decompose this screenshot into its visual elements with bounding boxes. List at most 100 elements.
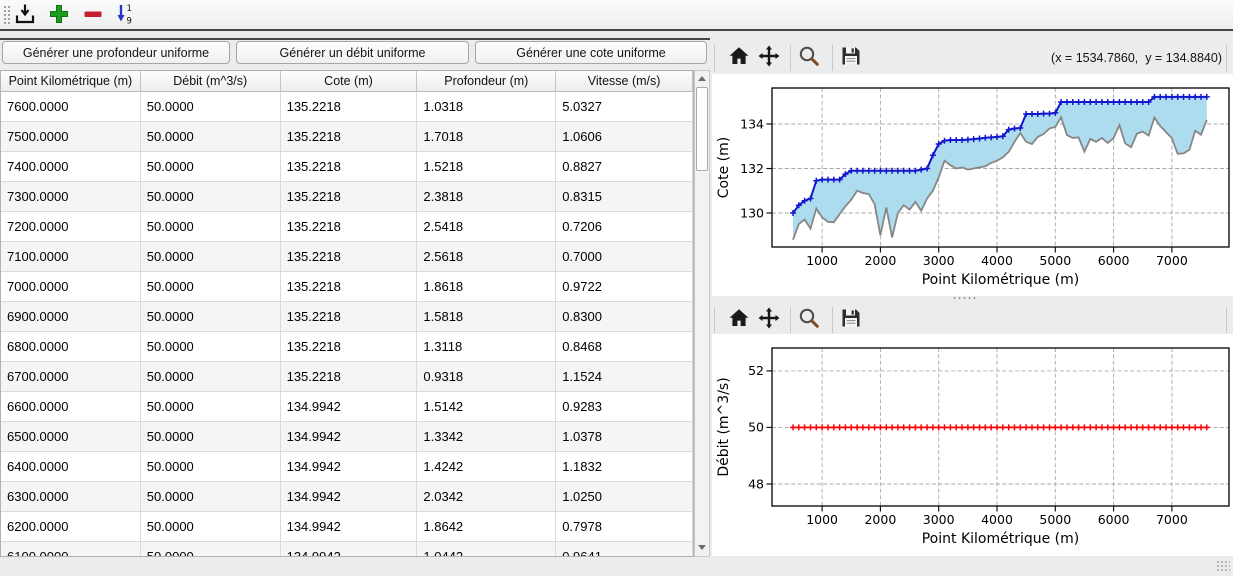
- table-cell[interactable]: 1.3118: [417, 332, 557, 362]
- table-cell[interactable]: 1.5142: [417, 392, 557, 422]
- table-cell[interactable]: 50.0000: [140, 332, 281, 362]
- scrollbar-down-button[interactable]: [696, 541, 708, 555]
- table-cell[interactable]: 7500.0000: [1, 122, 141, 152]
- table-cell[interactable]: 50.0000: [140, 482, 281, 512]
- table-cell[interactable]: 1.1524: [556, 362, 693, 392]
- table-cell[interactable]: 7100.0000: [1, 242, 141, 272]
- table-cell[interactable]: 6800.0000: [1, 332, 141, 362]
- table-vertical-scrollbar[interactable]: [694, 70, 710, 557]
- plot2-zoom-button[interactable]: [796, 306, 822, 332]
- table-cell[interactable]: 134.9942: [280, 512, 418, 542]
- export-table-button[interactable]: [12, 2, 38, 28]
- generate-depth-button[interactable]: Générer une profondeur uniforme: [2, 41, 230, 64]
- table-cell[interactable]: 50.0000: [140, 212, 281, 242]
- window-resize-grip[interactable]: [1216, 560, 1230, 572]
- column-header[interactable]: Point Kilométrique (m): [1, 71, 141, 91]
- table-cell[interactable]: 50.0000: [141, 542, 281, 556]
- table-cell[interactable]: 50.0000: [140, 272, 281, 302]
- table-cell[interactable]: 50.0000: [140, 152, 281, 182]
- table-cell[interactable]: 134.9942: [280, 482, 418, 512]
- table-cell[interactable]: 50.0000: [140, 512, 281, 542]
- table-cell[interactable]: 50.0000: [140, 122, 281, 152]
- cote-plot-canvas[interactable]: 1000 2000 3000 4000 5000 6000 7000 130 132 134 Poi…: [712, 74, 1233, 296]
- generate-discharge-button[interactable]: Générer un débit uniforme: [236, 41, 469, 64]
- column-header[interactable]: Débit (m^3/s): [141, 71, 281, 91]
- add-row-button[interactable]: [46, 2, 72, 28]
- table-cell[interactable]: 6300.0000: [1, 482, 141, 512]
- generate-elevation-button[interactable]: Générer une cote uniforme: [475, 41, 707, 64]
- table-cell[interactable]: 0.8300: [556, 302, 693, 332]
- table-cell[interactable]: 5.0327: [556, 92, 693, 122]
- table-cell[interactable]: 1.4242: [417, 452, 557, 482]
- table-cell[interactable]: 0.9318: [417, 362, 557, 392]
- table-cell[interactable]: 6700.0000: [1, 362, 141, 392]
- table-cell[interactable]: 6600.0000: [1, 392, 141, 422]
- table-cell[interactable]: 0.9283: [556, 392, 693, 422]
- plot1-home-button[interactable]: [726, 44, 752, 70]
- table-cell[interactable]: 2.0342: [417, 482, 557, 512]
- table-cell[interactable]: 0.7206: [556, 212, 693, 242]
- plot2-pan-button[interactable]: [756, 306, 782, 332]
- debit-plot-canvas[interactable]: 1000 2000 3000 4000 5000 6000 7000 48 50 52 Point …: [712, 334, 1233, 556]
- table-cell[interactable]: 0.7000: [556, 242, 693, 272]
- table-cell[interactable]: 1.3342: [417, 422, 557, 452]
- table-cell[interactable]: 7000.0000: [1, 272, 141, 302]
- table-cell[interactable]: 1.5218: [417, 152, 557, 182]
- plot1-zoom-button[interactable]: [796, 44, 822, 70]
- table-cell[interactable]: 0.8315: [556, 182, 693, 212]
- table-cell[interactable]: 50.0000: [140, 422, 281, 452]
- scrollbar-thumb[interactable]: [696, 87, 708, 171]
- table-cell[interactable]: 7200.0000: [1, 212, 141, 242]
- table-cell[interactable]: 135.2218: [280, 182, 418, 212]
- table-cell[interactable]: 135.2218: [280, 242, 418, 272]
- table-cell[interactable]: 134.9942: [280, 422, 418, 452]
- table-cell[interactable]: 6400.0000: [1, 452, 141, 482]
- table-cell[interactable]: 134.9942: [281, 542, 418, 556]
- panel-splitter-handle[interactable]: [952, 296, 978, 300]
- table-cell[interactable]: 6900.0000: [1, 302, 141, 332]
- table-cell[interactable]: 134.9942: [280, 392, 418, 422]
- table-cell[interactable]: 135.2218: [280, 302, 418, 332]
- table-cell[interactable]: 50.0000: [140, 452, 281, 482]
- table-cell[interactable]: 0.8468: [556, 332, 693, 362]
- column-header[interactable]: Cote (m): [281, 71, 418, 91]
- plot2-save-button[interactable]: [838, 306, 864, 332]
- table-cell[interactable]: 1.0606: [556, 122, 693, 152]
- scrollbar-up-button[interactable]: [696, 72, 708, 86]
- table-cell[interactable]: 1.8618: [417, 272, 557, 302]
- toolbar-drag-handle[interactable]: [3, 5, 10, 24]
- table-cell[interactable]: 135.2218: [280, 332, 418, 362]
- table-cell[interactable]: 135.2218: [280, 272, 418, 302]
- table-cell[interactable]: 135.2218: [280, 362, 418, 392]
- table-cell[interactable]: 1.0318: [417, 92, 557, 122]
- plot1-save-button[interactable]: [838, 44, 864, 70]
- table-cell[interactable]: 6200.0000: [1, 512, 141, 542]
- table-cell[interactable]: 50.0000: [140, 242, 281, 272]
- table-cell[interactable]: 7400.0000: [1, 152, 141, 182]
- column-header[interactable]: Vitesse (m/s): [556, 71, 693, 91]
- table-cell[interactable]: 1.0378: [556, 422, 693, 452]
- table-cell[interactable]: 50.0000: [140, 302, 281, 332]
- table-cell[interactable]: 135.2218: [280, 92, 418, 122]
- table-cell[interactable]: 6500.0000: [1, 422, 141, 452]
- table-cell[interactable]: 1.1832: [556, 452, 693, 482]
- table-cell[interactable]: 50.0000: [140, 392, 281, 422]
- table-cell[interactable]: 135.2218: [280, 122, 418, 152]
- table-cell[interactable]: 6100.0000: [1, 542, 141, 556]
- table-cell[interactable]: 7600.0000: [1, 92, 141, 122]
- table-cell[interactable]: 0.9722: [556, 272, 693, 302]
- table-cell[interactable]: 1.7018: [417, 122, 557, 152]
- table-cell[interactable]: 2.5418: [417, 212, 557, 242]
- remove-row-button[interactable]: [80, 2, 106, 28]
- table-cell[interactable]: 135.2218: [280, 152, 418, 182]
- table-cell[interactable]: 7300.0000: [1, 182, 141, 212]
- table-cell[interactable]: 1.8642: [417, 512, 557, 542]
- plot1-pan-button[interactable]: [756, 44, 782, 70]
- table-cell[interactable]: 50.0000: [140, 92, 281, 122]
- column-header[interactable]: Profondeur (m): [417, 71, 557, 91]
- table-cell[interactable]: 50.0000: [140, 182, 281, 212]
- table-cell[interactable]: 1.0250: [556, 482, 693, 512]
- table-cell[interactable]: 0.8827: [556, 152, 693, 182]
- table-cell[interactable]: 135.2218: [280, 212, 418, 242]
- table-cell[interactable]: 0.7978: [556, 512, 693, 542]
